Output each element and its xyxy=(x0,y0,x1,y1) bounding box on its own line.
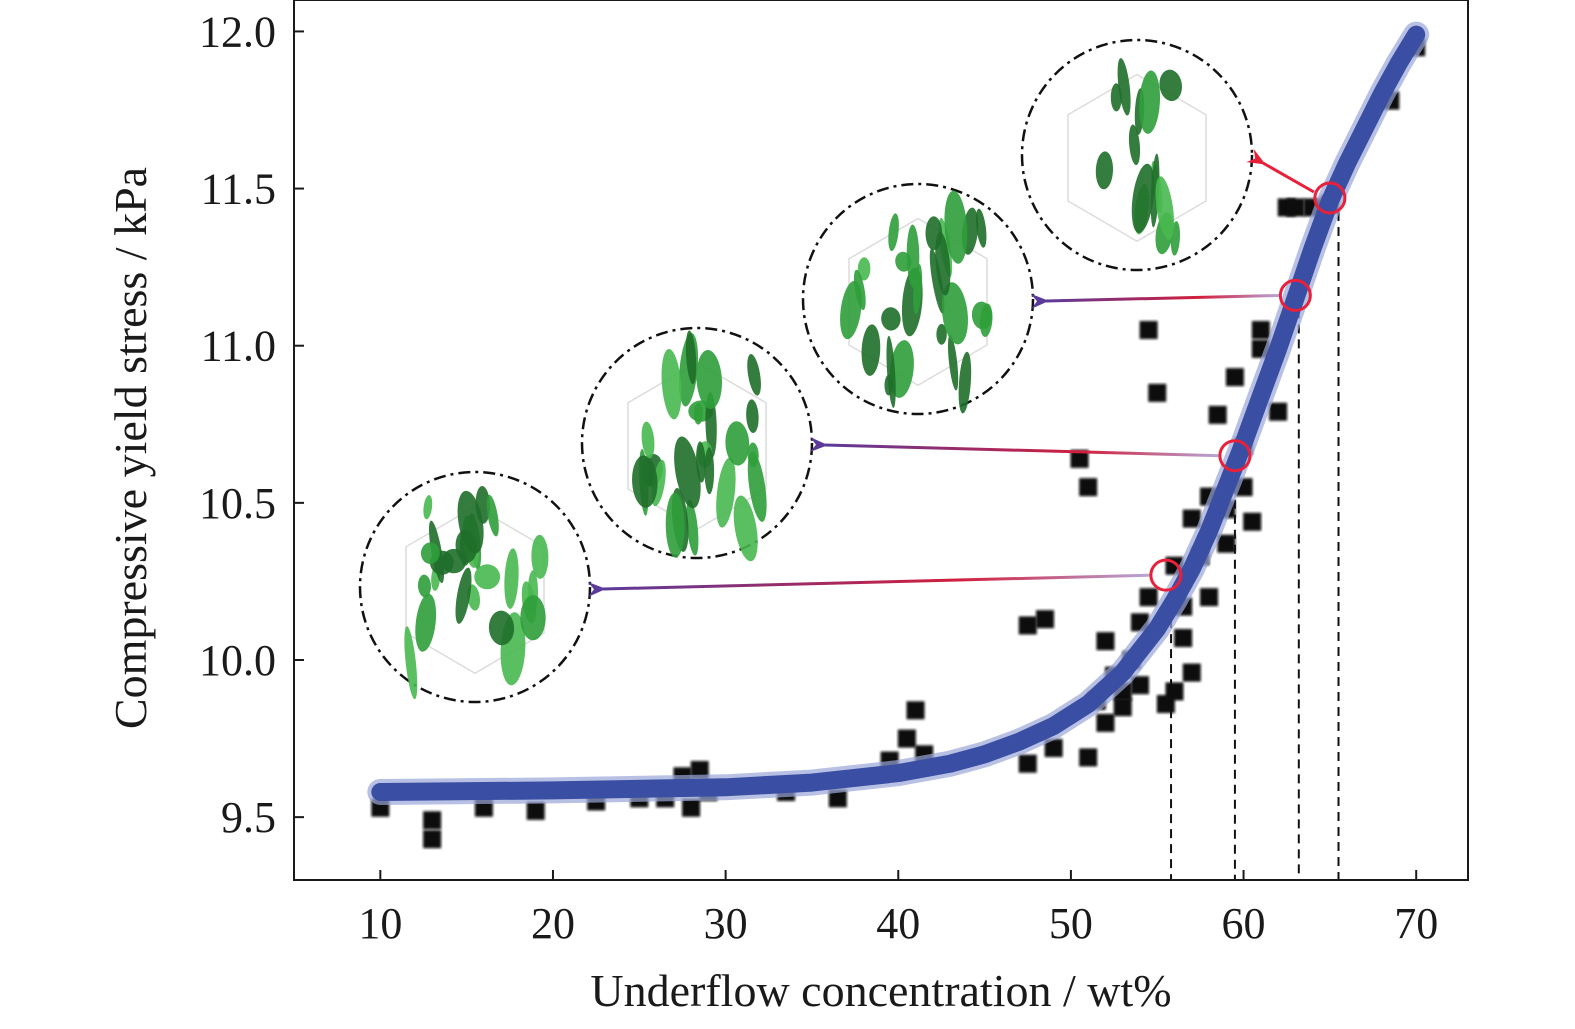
y-tick-label-9.5: 9.5 xyxy=(221,793,276,842)
data-point-18 xyxy=(1018,616,1037,635)
arrow-3 xyxy=(1246,149,1315,194)
data-point-36 xyxy=(1148,383,1167,402)
x-axis-label: Underflow concentration / wt% xyxy=(590,965,1171,1016)
highlight-circle-1 xyxy=(1218,439,1252,473)
arrow-1 xyxy=(809,437,1221,458)
data-point-43 xyxy=(1182,509,1201,528)
data-point-42 xyxy=(1182,663,1201,682)
data-point-24 xyxy=(1079,748,1098,767)
x-tick-label-40: 40 xyxy=(876,899,920,948)
data-point-23 xyxy=(1079,478,1098,497)
data-point-50 xyxy=(1225,368,1244,387)
data-point-22 xyxy=(1070,449,1089,468)
x-tick-label-20: 20 xyxy=(531,899,575,948)
highlight-circle-2 xyxy=(1278,278,1312,312)
y-tick-label-11.5: 11.5 xyxy=(201,165,276,214)
data-point-53 xyxy=(1243,512,1262,531)
data-point-47 xyxy=(1208,405,1227,424)
highlight-circle-3 xyxy=(1313,181,1347,215)
y-tick-label-10.5: 10.5 xyxy=(199,479,276,528)
microstructure-inset-0 xyxy=(358,470,592,704)
y-tick-label-11: 11.0 xyxy=(201,322,276,371)
data-point-13 xyxy=(828,789,847,808)
x-axis-ticks: 10 20 30 40 50 60 70 xyxy=(358,870,1438,948)
microstructure-inset-3 xyxy=(1020,38,1254,272)
microstructure-inset-1 xyxy=(580,326,814,562)
data-point-35 xyxy=(1139,321,1158,339)
highlight-circle-0 xyxy=(1149,558,1183,592)
arrows xyxy=(587,149,1315,597)
data-point-10 xyxy=(690,761,709,779)
data-point-55 xyxy=(1251,321,1270,339)
data-point-15 xyxy=(897,729,916,748)
data-point-20 xyxy=(1044,739,1063,757)
arrow-0 xyxy=(587,573,1152,597)
y-axis-label: Compressive yield stress / kPa xyxy=(105,167,156,729)
y-tick-label-10: 10.0 xyxy=(199,636,276,685)
y-tick-label-12: 12.0 xyxy=(199,7,276,56)
x-tick-label-30: 30 xyxy=(704,899,748,948)
data-point-38 xyxy=(1165,682,1184,701)
y-axis-ticks: 9.5 10.0 10.5 11.0 11.5 12.0 xyxy=(199,7,304,842)
data-point-30 xyxy=(1113,698,1132,717)
fit-line-group xyxy=(367,21,1430,805)
x-tick-label-10: 10 xyxy=(358,899,402,948)
data-point-4 xyxy=(526,801,545,820)
data-point-58 xyxy=(1286,198,1305,217)
data-point-26 xyxy=(1096,713,1115,732)
data-point-21 xyxy=(1018,754,1037,773)
data-point-1 xyxy=(423,811,442,830)
scatter-points xyxy=(371,38,1426,849)
fit-line xyxy=(371,25,1426,801)
x-tick-label-60: 60 xyxy=(1222,899,1266,948)
data-point-40 xyxy=(1174,629,1193,647)
data-point-49 xyxy=(1217,534,1236,553)
data-point-32 xyxy=(1130,676,1149,695)
data-point-19 xyxy=(1036,610,1055,629)
data-point-34 xyxy=(1139,588,1158,607)
microstructure-insets xyxy=(358,38,1254,704)
data-point-27 xyxy=(1096,632,1115,651)
data-point-9 xyxy=(682,798,701,817)
data-point-16 xyxy=(906,701,925,720)
arrow-2 xyxy=(1030,293,1282,309)
highlight-circles xyxy=(1149,181,1347,592)
data-point-45 xyxy=(1200,588,1219,607)
x-tick-label-70: 70 xyxy=(1394,899,1438,948)
data-point-2 xyxy=(423,830,442,849)
microstructure-inset-2 xyxy=(801,182,1035,416)
x-tick-label-50: 50 xyxy=(1049,899,1093,948)
data-point-56 xyxy=(1269,402,1288,421)
plot-frame xyxy=(293,0,1469,881)
